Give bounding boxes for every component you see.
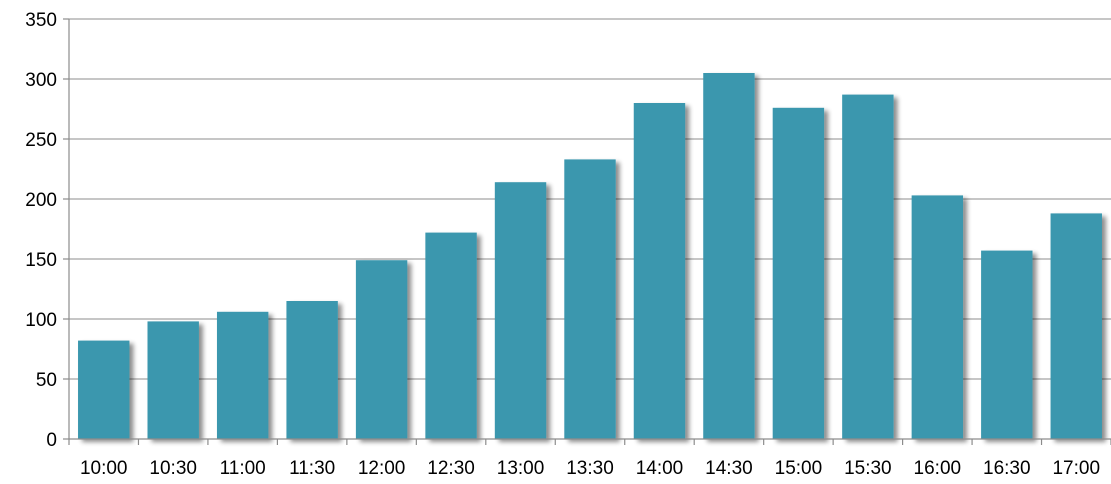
bar-1030 [147, 321, 199, 439]
bar-1430 [703, 73, 755, 439]
x-tick-label: 17:00 [1052, 458, 1100, 479]
y-tick-label: 100 [25, 310, 57, 331]
x-axis-tick-labels: 10:00 10:30 11:00 11:30 12:00 12:30 13:00 13:30… [80, 458, 1100, 479]
x-tick-label: 13:30 [566, 458, 614, 479]
y-axis-tick-labels: 0 50 100 150 200 250 300 350 [25, 10, 57, 451]
x-tick-label: 11:30 [289, 458, 335, 479]
bar-1700 [1050, 213, 1102, 439]
x-tick-label: 10:30 [149, 458, 197, 479]
bar-1600 [911, 195, 964, 439]
x-tick-label: 13:00 [497, 458, 545, 479]
x-tick-label: 15:00 [775, 458, 823, 479]
bar-1230 [425, 232, 477, 439]
bars [78, 73, 1102, 440]
x-tick-label: 16:30 [983, 458, 1031, 479]
y-tick-label: 50 [36, 370, 57, 391]
bar-1100 [216, 311, 269, 439]
x-tick-label: 10:00 [80, 458, 128, 479]
bar-1300 [494, 182, 547, 439]
y-tick-label: 350 [25, 10, 57, 31]
bar-1630 [981, 250, 1033, 439]
y-tick-label: 0 [46, 430, 57, 451]
y-tick-label: 150 [25, 250, 57, 271]
x-tick-label: 11:00 [220, 458, 266, 479]
bar-1330 [564, 159, 616, 439]
bar-1200 [355, 260, 408, 439]
x-tick-label: 15:30 [844, 458, 892, 479]
x-tick-label: 16:00 [914, 458, 962, 479]
x-tick-label: 12:30 [427, 458, 475, 479]
x-tick-label: 14:00 [636, 458, 684, 479]
y-tick-label: 300 [25, 70, 57, 91]
bar-1000 [78, 340, 130, 439]
bar-1400 [633, 103, 686, 439]
y-tick-label: 200 [25, 190, 57, 211]
axes [63, 18, 1111, 445]
x-tick-label: 12:00 [358, 458, 406, 479]
y-tick-label: 250 [25, 130, 57, 151]
bar-1530 [842, 94, 894, 439]
bar-1500 [772, 107, 825, 440]
x-tick-label: 14:30 [705, 458, 753, 479]
bar-1130 [286, 301, 338, 439]
